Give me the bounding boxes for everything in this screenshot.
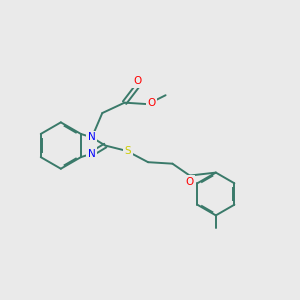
Text: S: S xyxy=(125,146,131,156)
Text: O: O xyxy=(147,98,155,108)
Text: O: O xyxy=(134,76,142,86)
Text: O: O xyxy=(186,176,194,187)
Text: N: N xyxy=(88,132,96,142)
Text: N: N xyxy=(88,149,96,159)
